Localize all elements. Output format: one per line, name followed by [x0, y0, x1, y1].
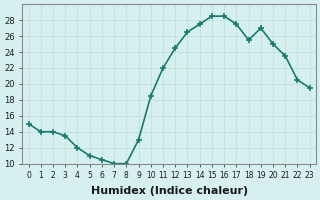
X-axis label: Humidex (Indice chaleur): Humidex (Indice chaleur) — [91, 186, 248, 196]
